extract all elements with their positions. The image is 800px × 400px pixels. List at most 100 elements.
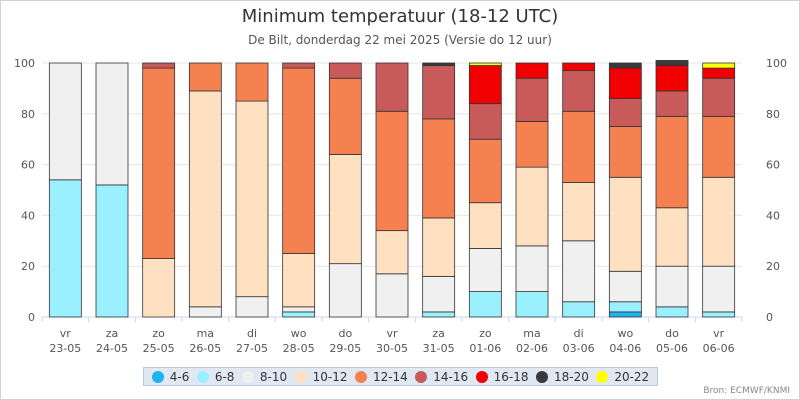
chart-subtitle: De Bilt, donderdag 22 mei 2025 (Versie d… [248, 33, 552, 47]
x-tick-label-day: di [247, 327, 257, 340]
bar-segment-8-10 [515, 245, 549, 293]
bar-segment-8-10 [235, 296, 269, 318]
legend-item[interactable]: 12-14 [354, 370, 408, 384]
x-tick-label-day: wo [291, 327, 307, 340]
bar-segment-10-12 [608, 176, 642, 272]
legend-item[interactable]: 18-20 [535, 370, 589, 384]
legend-item[interactable]: 10-12 [294, 369, 348, 384]
bar-segment-10-12 [562, 181, 596, 242]
bar-segment-12-14 [515, 121, 549, 168]
x-tick-label-date: 31-05 [423, 342, 455, 355]
x-tick-label-day: di [574, 327, 584, 340]
bar-segment-6-8 [515, 291, 549, 318]
bar-segment-12-14 [235, 62, 269, 102]
legend-item[interactable]: 6-8 [196, 369, 235, 384]
legend-label: 10-12 [312, 369, 348, 384]
bar-segment-12-14 [422, 118, 456, 219]
bar-segment-20-22 [702, 62, 736, 69]
bar-segment-12-14 [702, 115, 736, 178]
bar-segment-10-12 [515, 166, 549, 247]
bar-segment-12-14 [282, 67, 316, 254]
bar-segment-12-14 [655, 115, 689, 209]
legend-item[interactable]: 14-16 [415, 370, 468, 384]
legend-item[interactable]: 4-6 [151, 370, 189, 384]
x-tick-label-day: vr [713, 327, 725, 340]
x-tick-label-day: do [665, 327, 679, 340]
x-tick-label-date: 28-05 [283, 342, 315, 355]
source-credit: Bron: ECMWF/KNMI [703, 386, 790, 396]
bar-segment-14-16 [142, 62, 176, 69]
x-tick-label-date: 30-05 [376, 342, 408, 355]
bar-segment-10-12 [422, 217, 456, 277]
legend-item[interactable]: 20-22 [596, 370, 649, 384]
legend-swatch [596, 370, 609, 383]
bar-segment-6-8 [655, 306, 689, 318]
bar-segment-16-18 [468, 65, 502, 105]
bar-segment-16-18 [608, 67, 642, 99]
bar-segment-4-6 [608, 311, 642, 318]
x-tick-label-day: vr [386, 327, 398, 340]
bar-segment-14-16 [702, 77, 736, 117]
bar-segment-16-18 [702, 67, 736, 79]
bar-segment-6-8 [282, 311, 316, 318]
bar-segment-14-16 [422, 65, 456, 120]
bar-segment-6-8 [468, 291, 502, 318]
y-tick-label-left: 20 [21, 260, 35, 273]
x-tick-label-day: za [106, 327, 119, 340]
bar-segment-8-10 [375, 273, 409, 318]
y-tick-label-right: 60 [766, 159, 780, 172]
legend-swatch [475, 370, 488, 383]
legend-swatch [535, 370, 548, 383]
bar-segment-10-12 [328, 154, 362, 265]
legend-label: 14-16 [433, 369, 469, 384]
legend-swatch [241, 370, 254, 383]
legend-label: 6-8 [214, 369, 235, 384]
legend-swatch [196, 370, 209, 383]
x-tick-label-date: 26-05 [189, 342, 221, 355]
x-tick-label-date: 24-05 [96, 342, 128, 355]
bar-segment-18-20 [422, 62, 456, 66]
bar-segment-8-10 [608, 270, 642, 303]
y-tick-label-left: 80 [21, 108, 35, 121]
x-tick-label-day: zo [479, 327, 492, 340]
bar-segment-18-20 [655, 60, 689, 66]
bar-segment-6-8 [702, 311, 736, 318]
bar-segment-10-12 [235, 100, 269, 298]
x-tick-label-day: za [432, 327, 445, 340]
x-tick-label-date: 03-06 [563, 342, 595, 355]
chart-title: Minimum temperatuur (18-12 UTC) [241, 6, 559, 27]
legend-item[interactable]: 8-10 [241, 370, 287, 384]
y-tick-label-left: 40 [21, 209, 35, 222]
x-tick-label-day: do [338, 327, 352, 340]
bar-segment-8-10 [48, 62, 82, 181]
bar-segment-10-12 [655, 207, 689, 267]
bar-segment-8-10 [468, 248, 502, 292]
legend-swatch [354, 370, 367, 383]
bar-segment-18-20 [608, 62, 642, 69]
legend-item[interactable]: 16-18 [475, 369, 529, 384]
bar-segment-6-8 [608, 301, 642, 313]
x-tick-label-date: 04-06 [609, 342, 641, 355]
x-tick-label-date: 25-05 [143, 342, 175, 355]
bar-segment-14-16 [282, 62, 316, 69]
bar-segment-8-10 [95, 62, 129, 186]
legend-swatch [415, 370, 428, 383]
y-tick-label-left: 60 [21, 159, 35, 172]
bar-segment-14-16 [655, 90, 689, 117]
bar-segment-6-8 [95, 184, 129, 318]
legend-label: 16-18 [493, 369, 529, 384]
x-tick-label-day: vr [60, 327, 72, 340]
x-tick-label-day: ma [197, 327, 214, 340]
bar-segment-10-12 [702, 176, 736, 267]
x-tick-label-date: 05-06 [656, 342, 688, 355]
bar-segment-12-14 [468, 138, 502, 204]
legend-swatch [151, 370, 164, 383]
bar-segment-10-12 [375, 230, 409, 275]
legend-label: 20-22 [614, 369, 650, 384]
bar-segment-12-14 [188, 62, 222, 92]
bar-segment-8-10 [422, 275, 456, 313]
bar-segment-14-16 [468, 103, 502, 140]
bar-segment-8-10 [328, 263, 362, 318]
x-tick-label-date: 01-06 [469, 342, 501, 355]
